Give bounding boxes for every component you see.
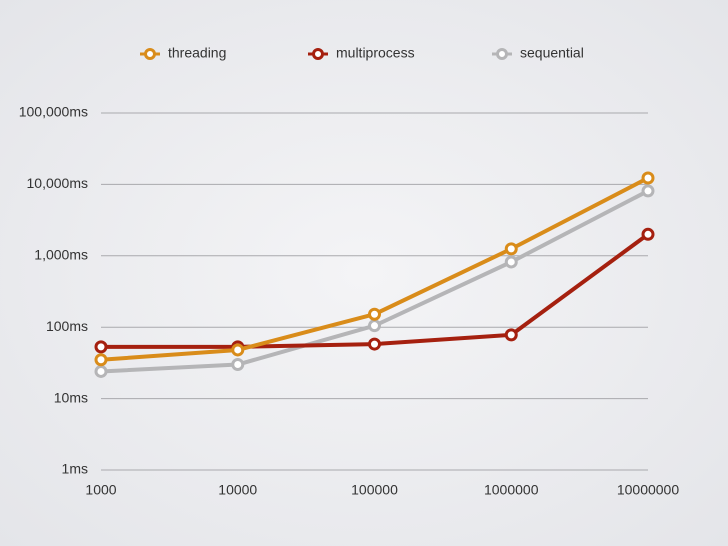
series-line bbox=[100, 176, 649, 362]
x-tick-label: 1000000 bbox=[484, 482, 539, 498]
data-point bbox=[504, 255, 518, 269]
x-tick-label: 10000000 bbox=[617, 482, 680, 498]
data-point bbox=[504, 242, 518, 256]
data-point bbox=[94, 364, 108, 378]
data-point bbox=[231, 358, 245, 372]
legend-marker bbox=[144, 48, 156, 60]
legend-label: sequential bbox=[520, 45, 584, 61]
data-point bbox=[368, 319, 381, 333]
data-point bbox=[504, 328, 518, 342]
data-point bbox=[94, 340, 108, 354]
data-point bbox=[368, 337, 381, 351]
legend-label: multiprocess bbox=[336, 45, 415, 61]
data-point bbox=[94, 353, 108, 367]
data-point bbox=[641, 184, 655, 198]
x-tick-label: 10000 bbox=[218, 482, 257, 498]
y-tick-label: 100ms bbox=[46, 318, 88, 334]
y-tick-label: 1,000ms bbox=[34, 247, 88, 263]
data-point bbox=[231, 343, 245, 357]
x-tick-label: 1000 bbox=[85, 482, 116, 498]
data-point bbox=[641, 227, 655, 241]
legend-marker bbox=[496, 48, 508, 60]
y-tick-label: 10ms bbox=[54, 389, 88, 405]
data-point bbox=[641, 171, 655, 185]
y-tick-label: 100,000ms bbox=[19, 104, 88, 120]
legend-label: threading bbox=[168, 45, 226, 61]
data-point bbox=[368, 307, 381, 321]
y-tick-label: 10,000ms bbox=[27, 175, 88, 191]
legend-marker bbox=[312, 48, 324, 60]
x-tick-label: 100000 bbox=[351, 482, 398, 498]
y-tick-label: 1ms bbox=[62, 461, 88, 477]
